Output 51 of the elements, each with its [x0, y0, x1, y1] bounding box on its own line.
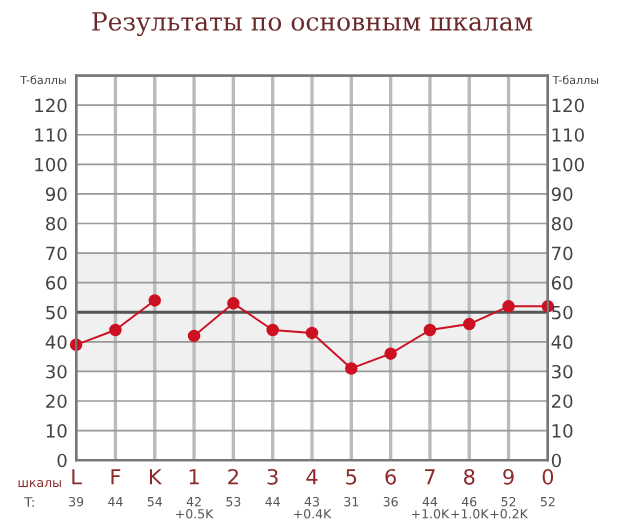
x-tick-label: 5 [346, 469, 357, 485]
y2-tick-label: 110 [552, 128, 584, 142]
x-tick-label: 8 [464, 468, 475, 485]
x-tick-label: 4 [306, 469, 318, 485]
x-tick-label: 3 [267, 468, 278, 485]
y2-tick-label: 120 [552, 98, 584, 113]
chart-title: Результаты по основным шкалам [92, 12, 533, 37]
point [109, 323, 122, 337]
x-tick-label: L [72, 469, 82, 485]
point [384, 347, 397, 360]
point [227, 297, 240, 310]
x-tick-label: K [149, 469, 163, 485]
x-tick-label: 2 [228, 468, 238, 485]
y-tick-label: 110 [35, 128, 67, 142]
point [148, 294, 161, 307]
y2-tick-label: 0 [551, 453, 561, 468]
y2-tick-label: 20 [551, 394, 573, 409]
y2-tick-label: 80 [551, 216, 573, 231]
y2-tick-label: 30 [552, 364, 573, 379]
x-tick-label: 1 [189, 469, 199, 485]
x-tick-label: 9 [503, 468, 514, 485]
x-tick-label: 6 [385, 468, 396, 485]
y2-tick-label: 100 [552, 157, 584, 172]
y2-tick-label: 60 [551, 276, 573, 290]
point [463, 317, 476, 331]
y2-tick-label: 10 [552, 424, 573, 438]
point [423, 323, 437, 337]
x-tick-label: 0 [542, 468, 554, 485]
y2-tick-label: 70 [552, 246, 573, 261]
y-tick-label: 30 [46, 364, 67, 379]
y-tick-label: 50 [46, 305, 67, 320]
y-tick-label: 20 [46, 394, 67, 409]
y-tick-label: 100 [35, 157, 67, 172]
point [305, 326, 319, 340]
y-tick-label: 40 [45, 335, 67, 349]
point [187, 329, 201, 343]
point [266, 323, 279, 337]
point [502, 300, 515, 313]
y-tick-label: 60 [46, 276, 67, 290]
y-tick-label: 80 [46, 216, 67, 231]
y2-tick-label: 90 [551, 187, 573, 202]
y2-tick-label: 50 [552, 305, 573, 320]
x-tick-label: F [111, 469, 121, 485]
y-tick-label: 70 [46, 246, 67, 261]
x-tick-label: 7 [425, 469, 435, 485]
y-tick-label: 0 [57, 453, 67, 468]
y-tick-label: 120 [35, 98, 67, 113]
y-tick-label: 10 [46, 424, 67, 438]
y-tick-label: 90 [45, 187, 67, 202]
y2-tick-label: 40 [551, 335, 573, 349]
point [345, 362, 358, 375]
